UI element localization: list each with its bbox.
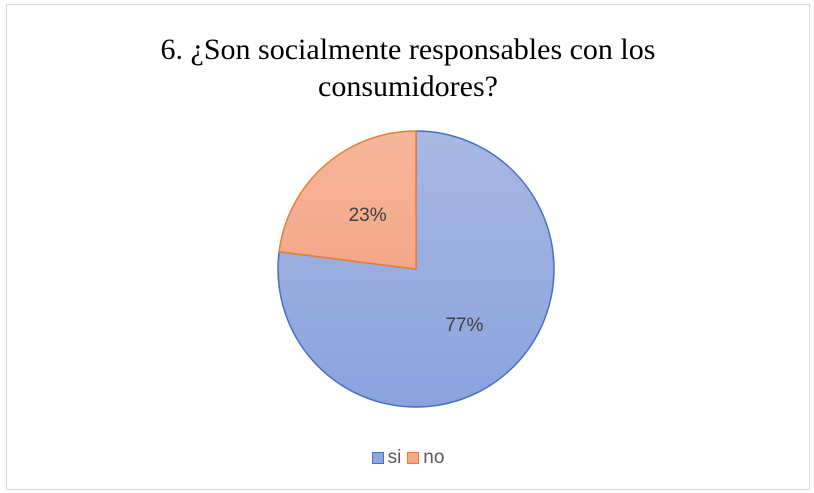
- legend-item-no: no: [407, 447, 444, 469]
- legend-label-si: si: [387, 447, 402, 468]
- data-label-no: 23%: [349, 205, 387, 226]
- legend-label-no: no: [423, 447, 445, 468]
- legend: si no: [7, 447, 809, 469]
- data-label-si: 77%: [445, 315, 483, 336]
- legend-swatch-si: [371, 452, 384, 464]
- pie-chart: 77% 23%: [277, 130, 555, 408]
- pie-slice-si: [277, 130, 555, 408]
- chart-title: 6. ¿Son socialmente responsables con los…: [7, 31, 809, 105]
- chart-title-line-1: 6. ¿Son socialmente responsables con los: [160, 33, 656, 66]
- legend-item-si: si: [371, 447, 402, 469]
- chart-title-line-2: consumidores?: [318, 70, 498, 103]
- legend-swatch-no: [407, 452, 420, 464]
- pie-slice-no: [278, 130, 417, 270]
- chart-area: 6. ¿Son socialmente responsables con los…: [6, 4, 810, 490]
